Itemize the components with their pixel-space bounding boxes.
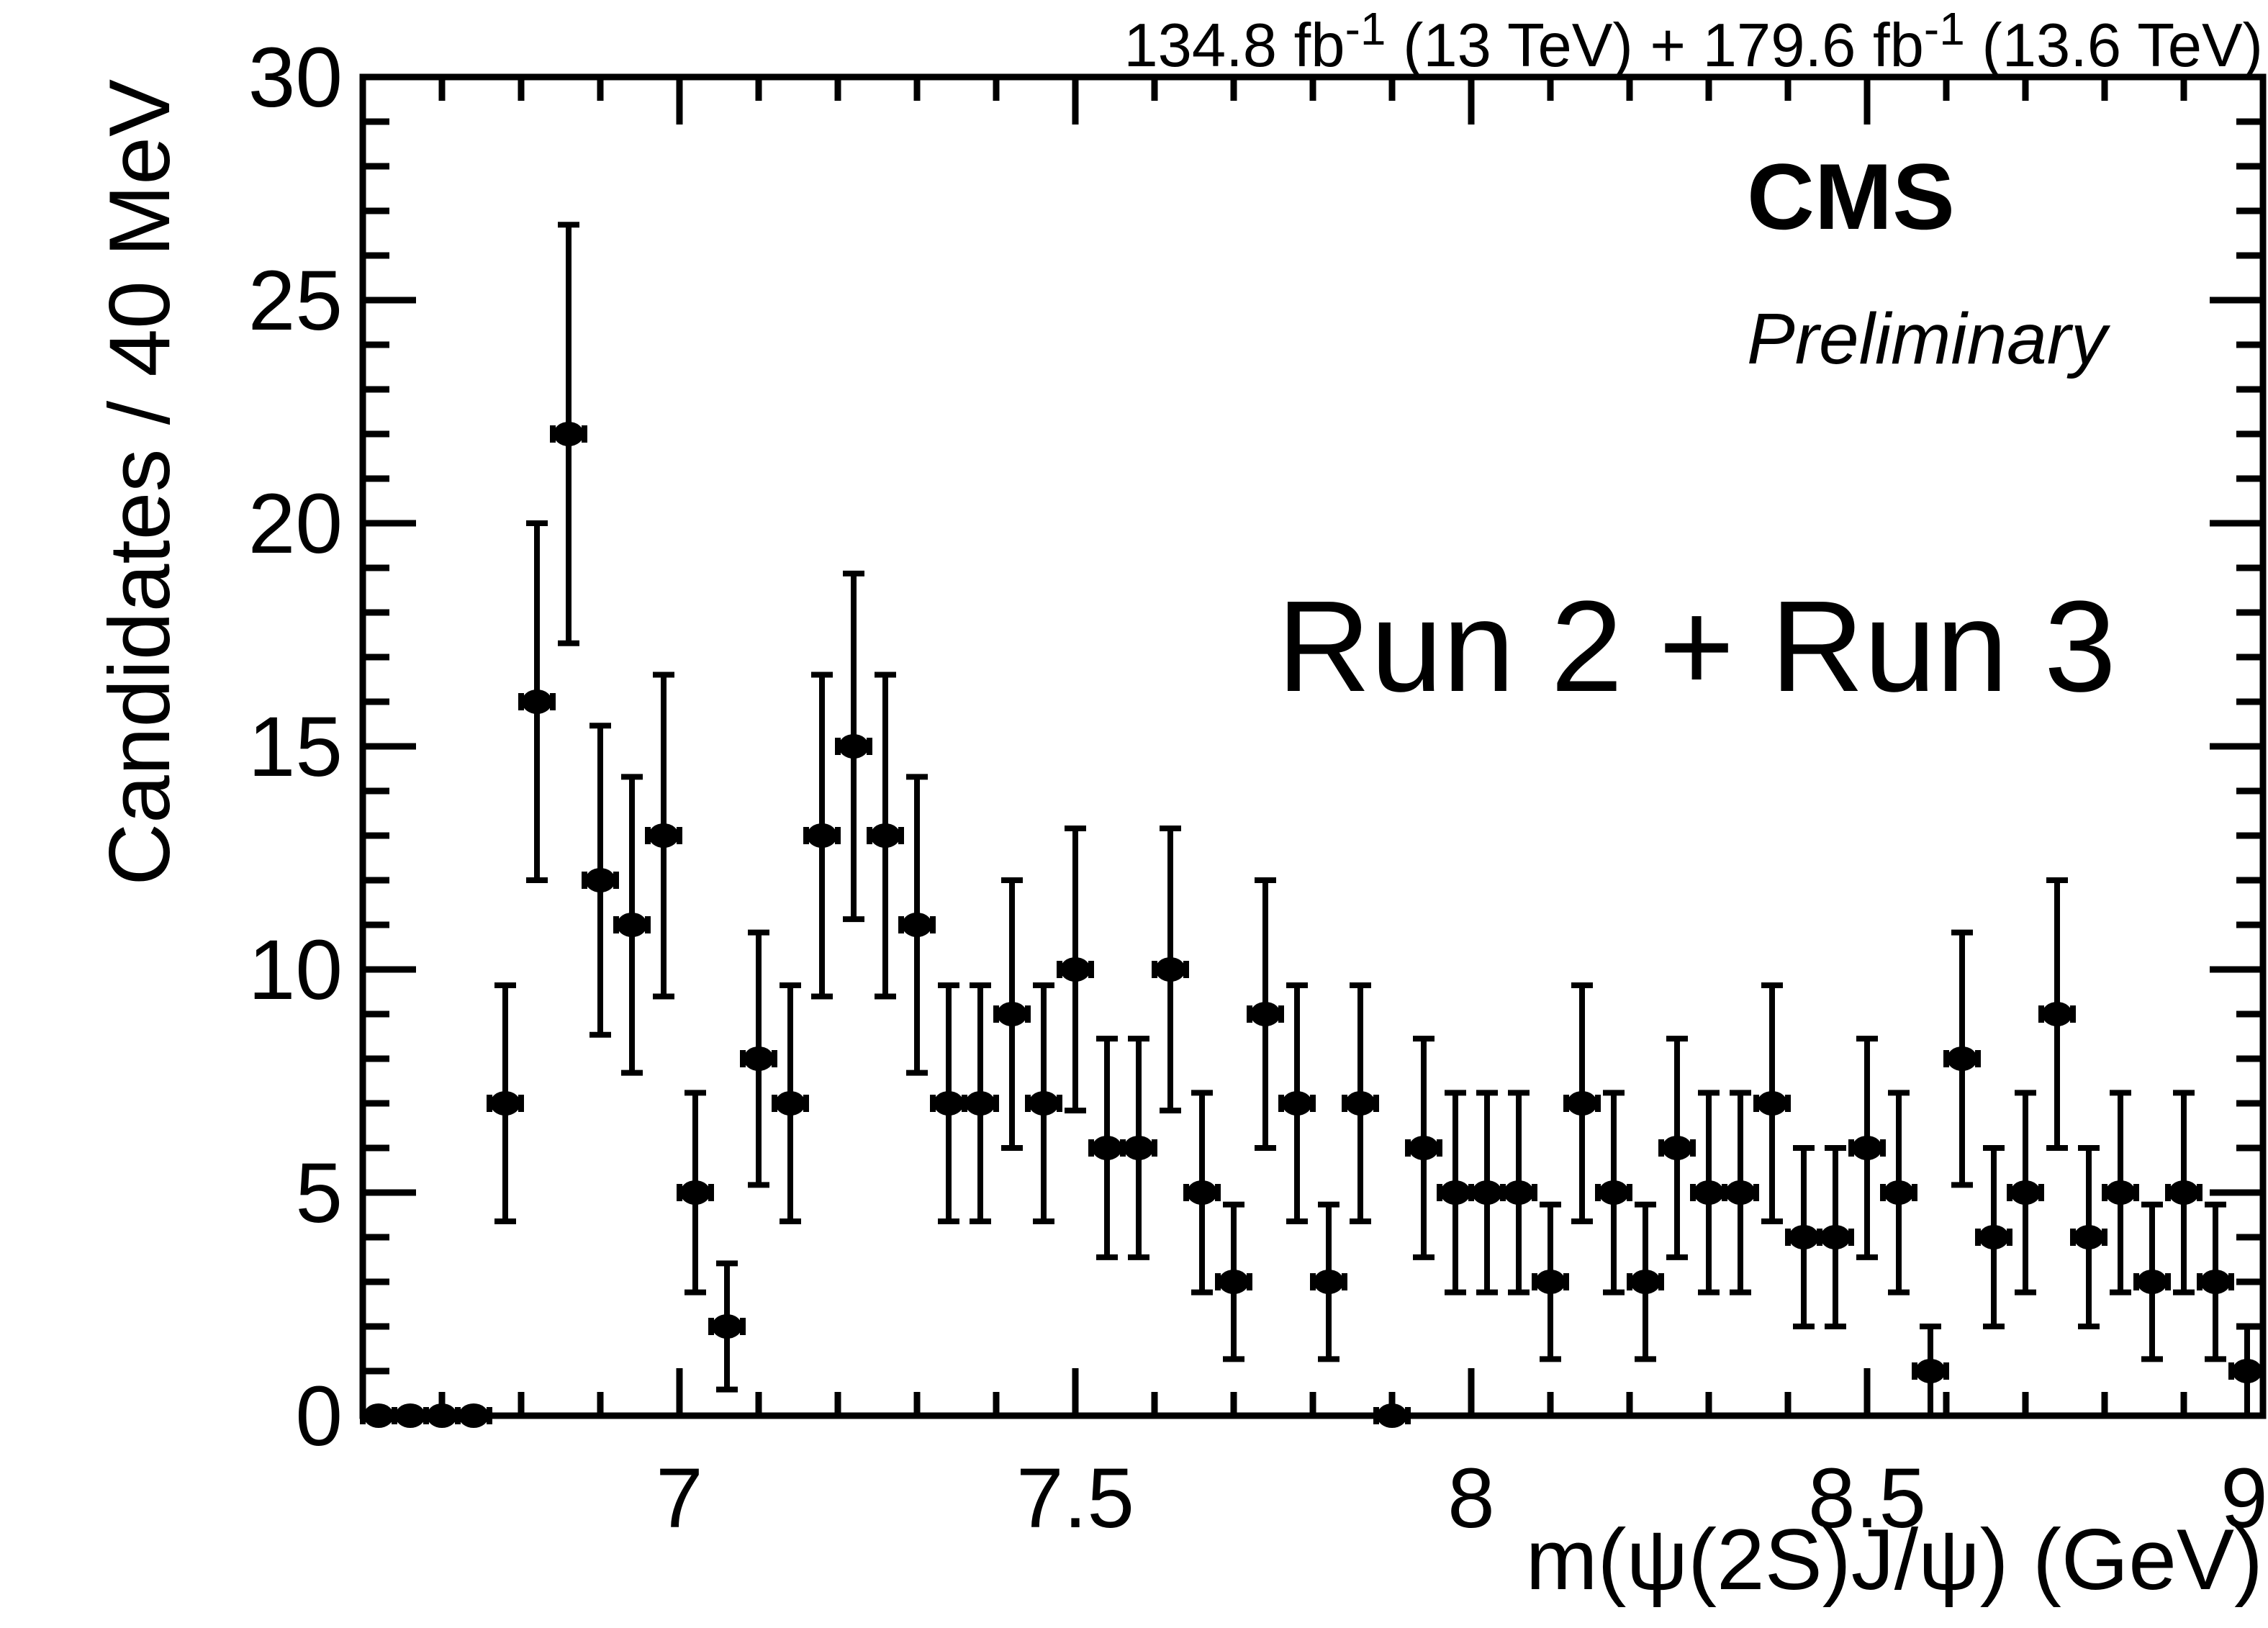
preliminary-label: Preliminary: [1747, 299, 2111, 379]
data-point-marker: [1282, 1091, 1312, 1116]
data-point-marker: [965, 1091, 995, 1116]
y-tick-label: 30: [248, 30, 343, 125]
data-point-marker: [2169, 1180, 2199, 1205]
data-point-marker: [1345, 1091, 1375, 1116]
data-point-marker: [1092, 1136, 1122, 1160]
data-point-marker: [1029, 1091, 1059, 1116]
data-point-marker: [1789, 1225, 1819, 1249]
data-point-marker: [775, 1091, 805, 1116]
y-axis-title: Candidates / 40 MeV: [91, 79, 188, 886]
data-point-marker: [1440, 1180, 1470, 1205]
data-point-marker: [1472, 1180, 1502, 1205]
lumi-superscript: -1: [1345, 3, 1386, 55]
x-tick-label: 7.5: [1016, 1451, 1134, 1546]
data-point-marker: [522, 689, 552, 714]
x-tick-label: 8.5: [1808, 1451, 1926, 1546]
data-point-marker: [839, 734, 869, 759]
data-point-marker: [1725, 1180, 1756, 1205]
experiment-label: CMS: [1747, 144, 1955, 249]
data-point-marker: [2232, 1359, 2262, 1383]
data-point-marker: [1504, 1180, 1534, 1205]
x-tick-label: 7: [656, 1451, 703, 1546]
data-point-marker: [458, 1403, 489, 1428]
data-point-marker: [1060, 957, 1090, 982]
y-tick-label: 10: [248, 923, 343, 1018]
lumi-text-segment: (13 TeV) + 179.6 fb: [1386, 12, 1923, 80]
data-point-marker: [1662, 1136, 1692, 1160]
x-axis-title: m(ψ(2S)J/ψ) (GeV): [1526, 1511, 2263, 1608]
y-tick-label: 5: [295, 1146, 343, 1241]
data-point-marker: [870, 823, 900, 848]
data-point-marker: [363, 1403, 394, 1428]
luminosity-label: 134.8 fb-1 (13 TeV) + 179.6 fb-1 (13.6 T…: [1124, 3, 2263, 80]
data-point-marker: [1630, 1270, 1661, 1294]
y-tick-label: 0: [295, 1369, 343, 1464]
y-tick-label: 25: [248, 253, 343, 348]
data-point-marker: [1535, 1270, 1566, 1294]
data-point-marker: [1250, 1002, 1280, 1026]
data-point-marker: [1979, 1225, 2009, 1249]
data-point-marker: [712, 1314, 742, 1339]
data-point-marker: [2074, 1225, 2104, 1249]
y-tick-label: 20: [248, 476, 343, 571]
data-point-marker: [1155, 957, 1185, 982]
data-point-marker: [1314, 1270, 1344, 1294]
data-point-marker: [649, 823, 679, 848]
data-point-marker: [1884, 1180, 1914, 1205]
data-point-marker: [934, 1091, 964, 1116]
data-point-marker: [1915, 1359, 1946, 1383]
data-point-marker: [1820, 1225, 1851, 1249]
data-point-marker: [997, 1002, 1027, 1026]
data-point-marker: [1852, 1136, 1882, 1160]
data-point-marker: [585, 868, 615, 892]
data-point-marker: [2042, 1002, 2072, 1026]
y-tick-label: 15: [248, 700, 343, 795]
data-point-marker: [554, 422, 584, 446]
data-point-marker: [1694, 1180, 1724, 1205]
plot-frame: [359, 73, 2267, 1419]
data-point-marker: [2137, 1270, 2167, 1294]
data-point-marker: [807, 823, 837, 848]
data-point-marker: [1947, 1046, 1977, 1071]
data-point-marker: [427, 1403, 457, 1428]
data-point-marker: [1187, 1180, 1217, 1205]
data-point-marker: [1599, 1180, 1629, 1205]
data-point-marker: [395, 1403, 425, 1428]
data-point-marker: [617, 913, 647, 937]
x-tick-label: 8: [1447, 1451, 1495, 1546]
data-point-marker: [1124, 1136, 1154, 1160]
data-point-marker: [744, 1046, 774, 1071]
lumi-text-segment: 134.8 fb: [1124, 12, 1345, 80]
data-point-marker: [2105, 1180, 2136, 1205]
lumi-superscript: -1: [1924, 3, 1965, 55]
data-point-marker: [1219, 1270, 1249, 1294]
data-point-marker: [1567, 1091, 1597, 1116]
data-point-marker: [2010, 1180, 2041, 1205]
data-point-marker: [902, 913, 932, 937]
data-point-marker: [1409, 1136, 1439, 1160]
data-point-marker: [2200, 1270, 2231, 1294]
run-annotation: Run 2 + Run 3: [1277, 574, 2116, 719]
data-point-marker: [1757, 1091, 1787, 1116]
x-tick-label: 9: [2220, 1451, 2268, 1546]
data-point-marker: [680, 1180, 710, 1205]
data-point-marker: [490, 1091, 520, 1116]
lumi-text-segment: (13.6 TeV): [1965, 12, 2263, 80]
data-point-marker: [1377, 1403, 1407, 1428]
